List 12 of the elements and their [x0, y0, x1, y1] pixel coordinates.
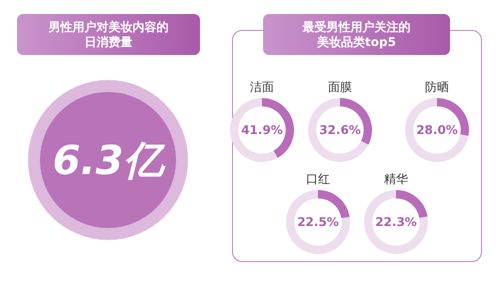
text: 22.5% — [297, 215, 339, 230]
text: 32.6% — [319, 123, 361, 138]
chart-title: 洁面 — [249, 80, 275, 94]
chart-title: 精华 — [383, 172, 409, 186]
text: 最受男性用户关注的美妆品类top5 — [302, 20, 412, 50]
text: 22.3% — [375, 215, 417, 230]
text: 41.9% — [241, 123, 283, 138]
text: 男性用户对美妆内容的日消费量 — [47, 20, 170, 50]
text: 28.0% — [416, 123, 458, 138]
chart-title: 口红 — [305, 172, 331, 186]
chart-title: 面膜 — [327, 80, 353, 94]
chart-title: 防晒 — [424, 80, 450, 94]
